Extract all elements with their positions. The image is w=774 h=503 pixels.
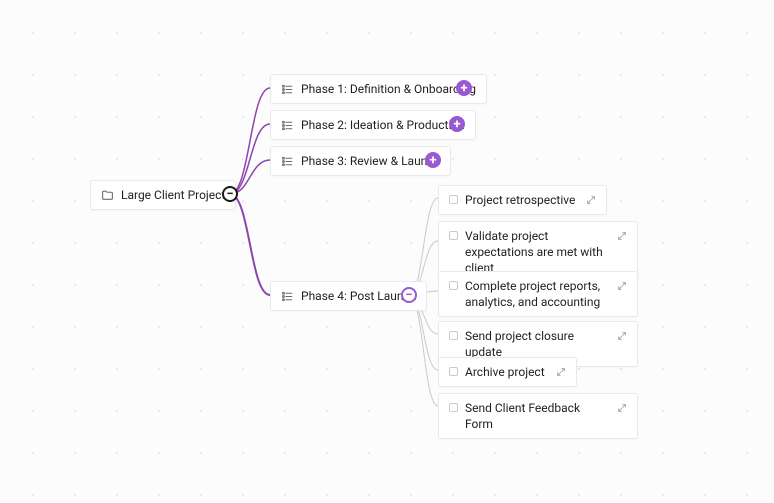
task-node-leaf5[interactable]: Archive project xyxy=(438,357,577,387)
expand-icon[interactable] xyxy=(617,231,627,241)
list-icon xyxy=(281,119,294,132)
checkbox-icon[interactable] xyxy=(449,331,458,340)
task-label: Archive project xyxy=(465,364,545,380)
task-node-leaf6[interactable]: Send Client Feedback Form xyxy=(438,393,638,439)
phase-label: Phase 2: Ideation & Production xyxy=(301,117,465,133)
task-node-leaf1[interactable]: Project retrospective xyxy=(438,185,607,215)
phase1-toggle[interactable]: + xyxy=(456,80,472,96)
task-label: Send Client Feedback Form xyxy=(465,400,606,432)
root-node[interactable]: Large Client Project xyxy=(90,180,236,210)
phase-label: Phase 1: Definition & Onboarding xyxy=(301,81,476,97)
list-icon xyxy=(281,83,294,96)
list-icon xyxy=(281,155,294,168)
task-label: Complete project reports, analytics, and… xyxy=(465,278,606,310)
checkbox-icon[interactable] xyxy=(449,281,458,290)
expand-icon[interactable] xyxy=(617,281,627,291)
phase3-toggle[interactable]: + xyxy=(425,152,441,168)
phase-label: Phase 3: Review & Launch xyxy=(301,153,440,169)
phase-node-phase1[interactable]: Phase 1: Definition & Onboarding xyxy=(270,74,487,104)
phase4-toggle[interactable]: − xyxy=(401,287,417,303)
root-label: Large Client Project xyxy=(121,187,225,203)
checkbox-icon[interactable] xyxy=(449,367,458,376)
checkbox-icon[interactable] xyxy=(449,231,458,240)
phase-node-phase2[interactable]: Phase 2: Ideation & Production xyxy=(270,110,476,140)
task-label: Validate project expectations are met wi… xyxy=(465,228,606,277)
phase2-toggle[interactable]: + xyxy=(449,116,465,132)
expand-icon[interactable] xyxy=(617,331,627,341)
phase-node-phase3[interactable]: Phase 3: Review & Launch xyxy=(270,146,451,176)
checkbox-icon[interactable] xyxy=(449,195,458,204)
folder-icon xyxy=(101,189,114,202)
task-node-leaf3[interactable]: Complete project reports, analytics, and… xyxy=(438,271,638,317)
checkbox-icon[interactable] xyxy=(449,403,458,412)
expand-icon[interactable] xyxy=(617,403,627,413)
expand-icon[interactable] xyxy=(586,195,596,205)
root-collapse-toggle[interactable]: − xyxy=(222,186,238,202)
phase-label: Phase 4: Post Launch xyxy=(301,288,416,304)
expand-icon[interactable] xyxy=(556,367,566,377)
list-icon xyxy=(281,290,294,303)
task-label: Project retrospective xyxy=(465,192,575,208)
task-label: Send project closure update xyxy=(465,328,606,360)
